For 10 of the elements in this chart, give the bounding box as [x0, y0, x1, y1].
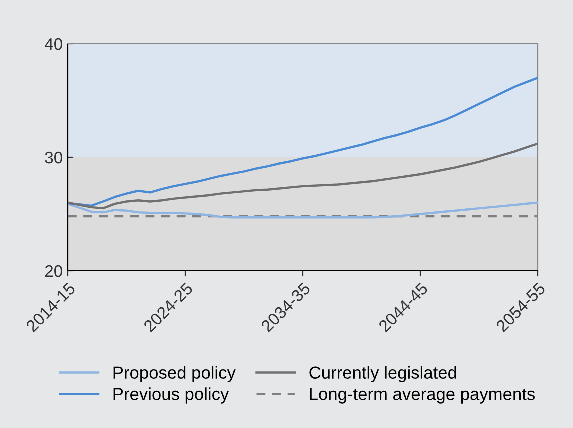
line-series [68, 142, 538, 210]
y-tick-label: 30 [45, 152, 62, 164]
line-series [68, 202, 538, 219]
legend-label: Long-term average payments [310, 388, 535, 404]
legend-label: Proposed policy [114, 366, 236, 382]
line-series [68, 76, 538, 208]
y-tick-label: 40 [44, 38, 62, 50]
legend-label: Currently legislated [310, 366, 456, 382]
y-tick-label: 20 [45, 265, 62, 278]
legend-label: Previous policy [114, 388, 230, 404]
